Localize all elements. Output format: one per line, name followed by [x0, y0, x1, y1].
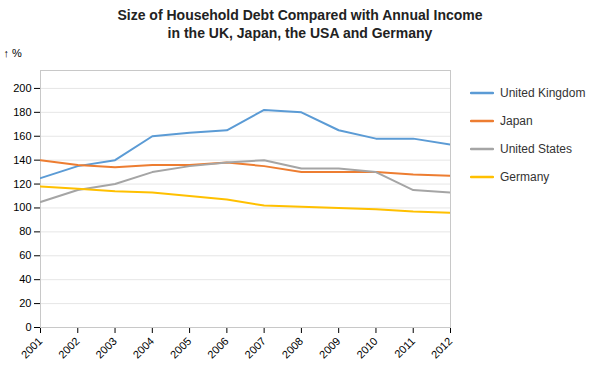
svg-text:80: 80 [19, 226, 31, 238]
svg-text:2002: 2002 [56, 335, 82, 361]
svg-text:2005: 2005 [168, 335, 194, 361]
svg-text:180: 180 [13, 106, 31, 118]
svg-text:2009: 2009 [317, 335, 343, 361]
svg-text:↑ %: ↑ % [4, 48, 23, 60]
svg-text:2012: 2012 [429, 335, 455, 361]
svg-text:2011: 2011 [392, 335, 417, 360]
html-text:Germany: Germany [500, 170, 550, 185]
svg-text:40: 40 [19, 274, 31, 286]
svg-text:2006: 2006 [205, 335, 231, 361]
html-text:United States: United States [500, 142, 572, 157]
svg-text:2008: 2008 [280, 335, 306, 361]
svg-text:2001: 2001 [19, 335, 45, 361]
svg-text:2010: 2010 [354, 335, 380, 361]
svg-text:2003: 2003 [93, 335, 119, 361]
svg-text:200: 200 [13, 82, 31, 94]
svg-text:160: 160 [13, 130, 31, 142]
html-text:Japan: Japan [500, 114, 533, 129]
svg-text:140: 140 [13, 154, 31, 166]
svg-text:2004: 2004 [130, 335, 156, 361]
svg-text:100: 100 [13, 202, 31, 214]
svg-text:60: 60 [19, 250, 31, 262]
html-text:United Kingdom: United Kingdom [500, 86, 586, 101]
svg-text:120: 120 [13, 178, 31, 190]
svg-text:2007: 2007 [242, 335, 268, 361]
svg-text:20: 20 [19, 297, 31, 309]
svg-text:0: 0 [25, 321, 31, 333]
html-text:Size of Household Debt Compare: Size of Household Debt Compared with Ann… [117, 7, 483, 42]
